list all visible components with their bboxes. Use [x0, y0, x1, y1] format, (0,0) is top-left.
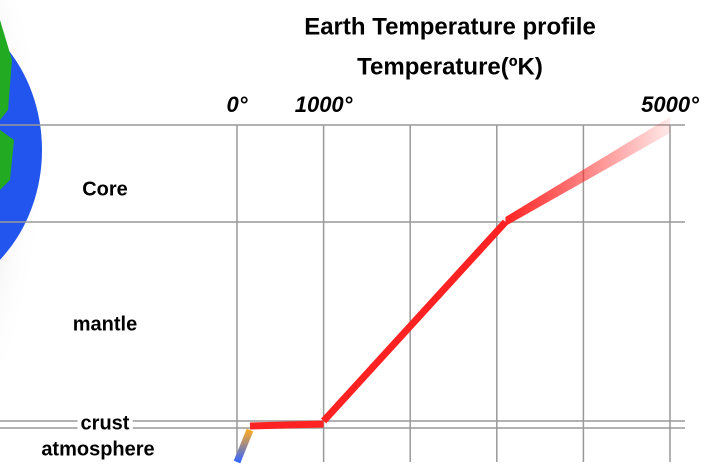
layer-label: atmosphere [41, 438, 154, 460]
profile-segment [505, 117, 670, 226]
chart-title: Earth Temperature profile [304, 13, 596, 40]
layer-label: crust [81, 412, 130, 434]
x-tick-label: 0° [226, 92, 247, 117]
layer-label: Core [82, 178, 128, 200]
profile-segment [249, 420, 324, 430]
layer-label: mantle [73, 313, 137, 335]
x-tick-label: 5000° [641, 92, 699, 117]
profile-segment [321, 219, 509, 424]
earth-graphic [0, 0, 160, 464]
label-bg [77, 412, 133, 435]
profile-segment [233, 428, 254, 464]
x-axis-label: Temperature(ºK) [357, 53, 543, 80]
x-tick-label: 1000° [295, 92, 353, 117]
